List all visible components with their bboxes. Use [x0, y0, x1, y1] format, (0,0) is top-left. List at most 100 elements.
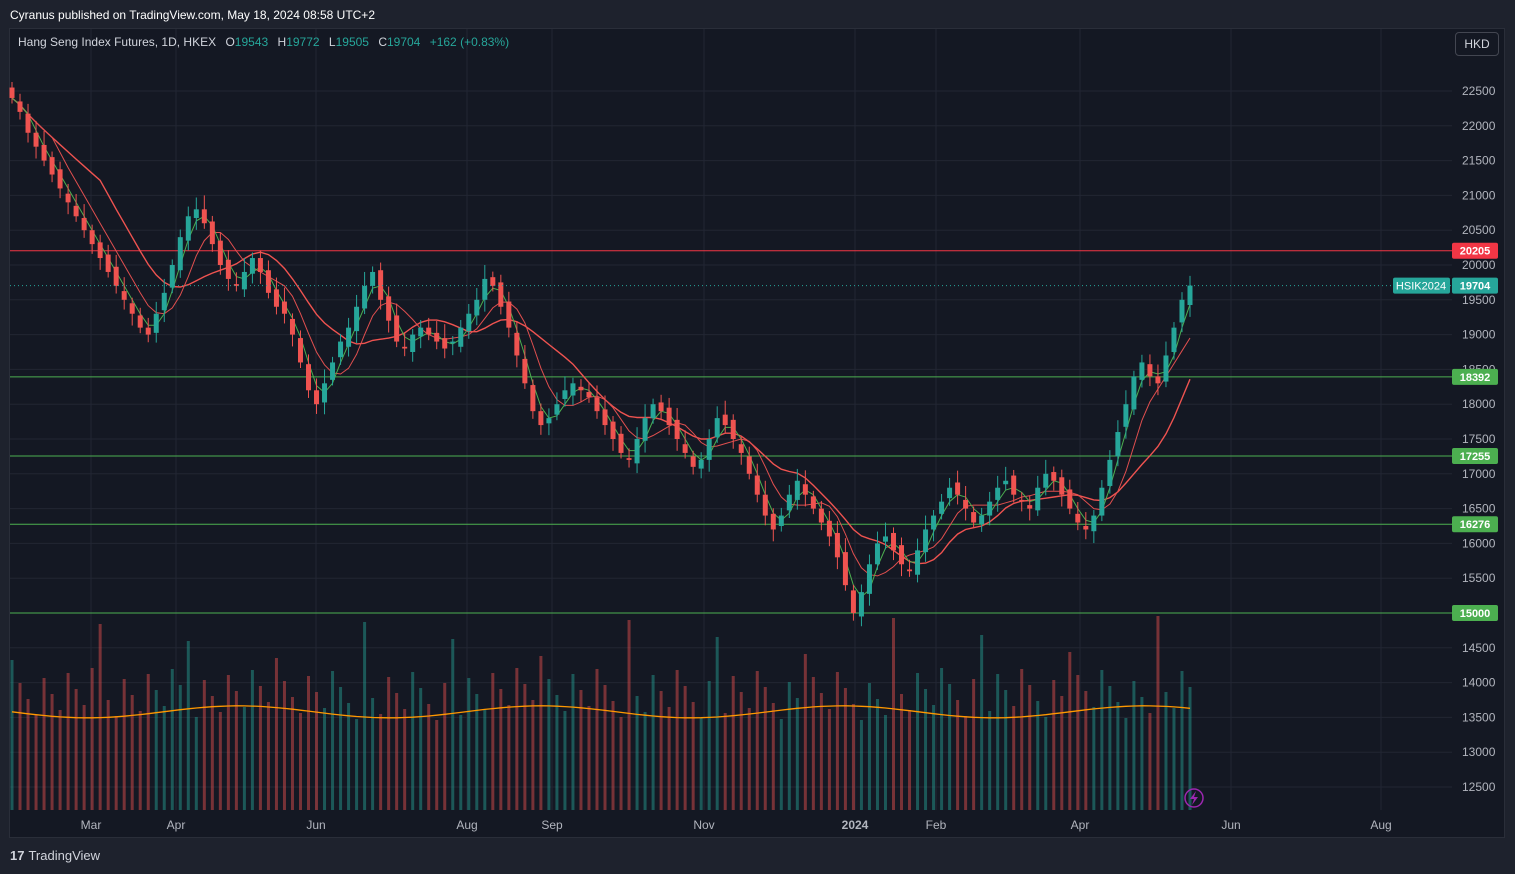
candle-body [874, 543, 880, 565]
x-tick-label: Aug [456, 818, 477, 832]
open-value: 19543 [234, 35, 269, 49]
volume-bar [731, 676, 735, 810]
volume-bar [483, 710, 487, 810]
volume-bar [226, 675, 230, 810]
volume-bar [1068, 652, 1072, 810]
volume-bar [499, 689, 503, 810]
volume-bar [186, 641, 190, 810]
candle-body [241, 271, 247, 290]
candle-body [362, 285, 368, 309]
candle-body [145, 327, 151, 335]
candle-body [963, 499, 969, 509]
volume-bar [1108, 686, 1112, 810]
volume-bar [507, 705, 511, 810]
volume-bar [659, 691, 663, 810]
volume-bar [355, 719, 359, 810]
candle-body [923, 529, 929, 553]
volume-bar [210, 696, 214, 810]
candle-body [25, 113, 31, 133]
candle-body [722, 414, 728, 426]
candle-body [995, 487, 1001, 500]
volume-bar [419, 688, 423, 810]
chart-pane[interactable] [9, 28, 1505, 838]
volume-bar [451, 639, 455, 810]
volume-bar [747, 708, 751, 810]
candle-body [201, 209, 207, 224]
volume-bar [202, 680, 206, 810]
volume-bar [1188, 687, 1192, 810]
volume-bar [459, 715, 463, 810]
candle-body [634, 439, 640, 464]
candle-body [177, 237, 183, 271]
volume-bar [266, 702, 270, 810]
candle-body [57, 169, 63, 189]
candle-body [770, 513, 776, 530]
volume-bar [379, 714, 383, 810]
volume-bar [323, 708, 327, 810]
volume-bar [427, 704, 431, 810]
candle-body [931, 515, 937, 530]
candle-body [746, 456, 752, 474]
volume-bar [106, 700, 110, 810]
candle-body [402, 346, 408, 349]
symbol-legend: Hang Seng Index Futures, 1D, HKEX O19543… [18, 35, 509, 49]
volume-bar [763, 687, 767, 810]
volume-bar [114, 716, 118, 810]
volume-bar [883, 715, 887, 810]
candle-body [354, 306, 360, 332]
candle-body [394, 315, 400, 342]
lightning-icon [1184, 788, 1204, 808]
volume-bar [515, 668, 519, 810]
volume-bar [835, 672, 839, 810]
volume-bar [274, 658, 278, 810]
candle-body [153, 313, 159, 333]
volume-bar [347, 703, 351, 810]
candle-body [41, 144, 47, 161]
candle-body [49, 157, 55, 175]
x-tick-label: Nov [693, 818, 714, 832]
candle-body [899, 545, 905, 565]
candle-body [273, 289, 279, 307]
volume-bar [387, 677, 391, 810]
candle-body [113, 266, 119, 286]
candle-body [81, 218, 87, 231]
candle-body [1051, 472, 1057, 481]
volume-bar [26, 699, 30, 810]
candle-body [754, 475, 760, 495]
candle-body [370, 271, 376, 286]
currency-button[interactable]: HKD [1455, 32, 1499, 56]
candle-body [971, 512, 977, 523]
ma-fast-line [11, 97, 1191, 598]
top-bar: Cyranus published on TradingView.com, Ma… [0, 0, 1515, 28]
candle-body [1075, 513, 1081, 523]
candle-body [939, 501, 945, 514]
candle-body [1099, 487, 1105, 516]
volume-bar [363, 622, 367, 810]
candle-body [434, 332, 440, 342]
last-price-tag [1452, 277, 1498, 294]
volume-bar [339, 687, 343, 810]
candle-body [418, 327, 424, 337]
volume-bar [435, 720, 439, 810]
candle-body [546, 418, 552, 424]
volume-bar [531, 700, 535, 810]
candle-body [458, 327, 464, 347]
candle-body [33, 132, 39, 147]
volume-bar [250, 670, 254, 810]
close-value: 19704 [386, 35, 421, 49]
footer-brand[interactable]: 17 TradingView [10, 848, 100, 863]
candle-body [786, 494, 792, 511]
candle-body [1083, 526, 1089, 530]
x-tick-label: Apr [167, 818, 186, 832]
candle-body [666, 407, 672, 426]
candle-body [762, 494, 768, 516]
candle-body [690, 456, 696, 467]
candle-body [297, 338, 303, 363]
volume-bar [611, 701, 615, 810]
candle-body [1147, 364, 1153, 377]
candle-body [907, 569, 913, 572]
candle-body [530, 385, 536, 412]
volume-bar [843, 688, 847, 810]
candle-body [1059, 477, 1065, 495]
